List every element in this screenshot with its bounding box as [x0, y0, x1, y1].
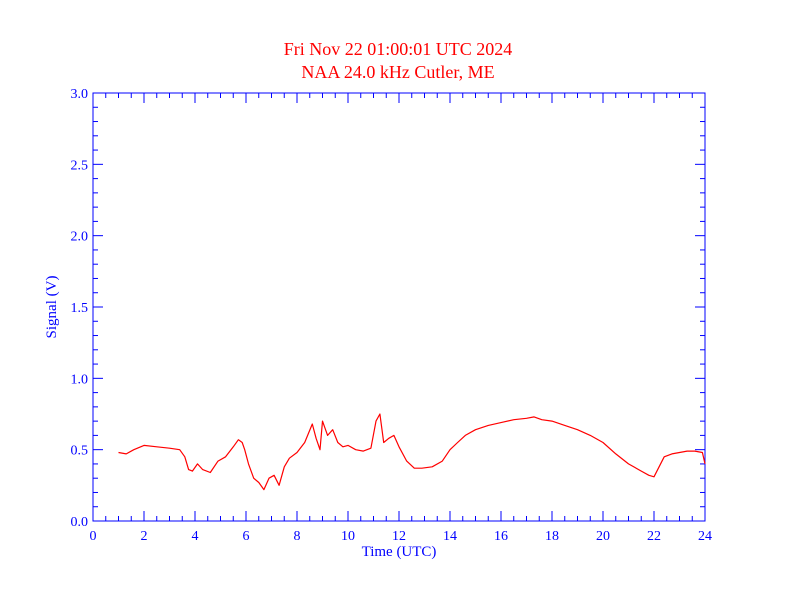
x-axis-label: Time (UTC) — [362, 544, 437, 560]
y-tick-label: 0.0 — [71, 515, 89, 530]
y-tick-label: 2.0 — [71, 230, 89, 245]
y-axis-ticks: 0.0 0.5 1.0 1.5 2.0 2.5 3.0 — [71, 87, 705, 530]
series-layer — [118, 413, 706, 491]
x-tick-label: 2 — [141, 529, 148, 544]
x-tick-label: 20 — [596, 529, 610, 544]
x-tick-label: 18 — [545, 529, 559, 544]
x-tick-label: 12 — [392, 529, 406, 544]
x-tick-label: 10 — [341, 529, 355, 544]
x-tick-label: 8 — [294, 529, 301, 544]
y-tick-label: 3.0 — [71, 87, 89, 102]
x-tick-label: 14 — [443, 529, 457, 544]
x-axis-ticks: 0 2 4 6 8 10 12 14 16 18 20 22 24 — [90, 93, 712, 544]
x-tick-label: 6 — [243, 529, 250, 544]
y-tick-label: 2.5 — [71, 158, 89, 173]
y-tick-label: 1.5 — [71, 301, 89, 316]
x-tick-label: 0 — [90, 529, 97, 544]
y-tick-label: 1.0 — [71, 372, 89, 387]
x-tick-label: 22 — [647, 529, 661, 544]
y-tick-label: 0.5 — [71, 444, 89, 459]
series-line-0 — [118, 413, 706, 491]
x-tick-label: 4 — [192, 529, 199, 544]
x-tick-label: 24 — [698, 529, 712, 544]
chart-title: Fri Nov 22 01:00:01 UTC 2024 — [284, 39, 513, 59]
chart-subtitle: NAA 24.0 kHz Cutler, ME — [301, 62, 494, 82]
x-tick-label: 16 — [494, 529, 508, 544]
y-axis-label: Signal (V) — [44, 276, 60, 339]
